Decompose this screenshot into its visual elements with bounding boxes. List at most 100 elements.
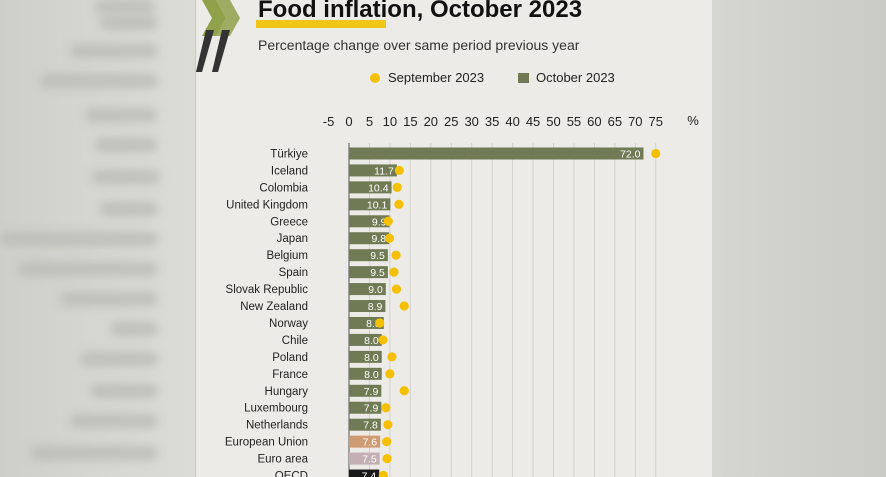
september-dot: [387, 352, 397, 362]
x-tick-label: 0: [345, 114, 352, 129]
blurred-label: [40, 74, 158, 88]
blurred-label: [70, 44, 158, 58]
bar: [349, 300, 386, 313]
bar-value-label: 7.6: [362, 437, 377, 449]
blurred-label: [95, 0, 155, 14]
chart-title: Food inflation, October 2023: [258, 0, 583, 23]
unit-label: %: [687, 113, 699, 128]
category-label: Greece: [270, 216, 308, 228]
x-tick-label: 30: [464, 114, 478, 129]
blurred-label: [95, 138, 157, 152]
bar-value-label: 8.0: [364, 335, 379, 347]
september-dot: [383, 420, 393, 430]
legend-label-september: September 2023: [388, 70, 485, 85]
bar-value-label: 8.9: [368, 301, 383, 313]
september-dot: [378, 470, 388, 477]
x-tick-label: 45: [526, 114, 540, 129]
blurred-label: [110, 322, 158, 336]
bar: [349, 181, 392, 194]
x-tick-label: 65: [608, 114, 622, 129]
category-label: Slovak Republic: [226, 284, 309, 296]
september-dot: [394, 165, 404, 176]
bar: [349, 469, 380, 477]
bar-value-label: 72.0: [620, 148, 641, 160]
x-tick-label: 70: [628, 114, 642, 129]
blurred-label: [30, 446, 158, 460]
bar: [349, 198, 391, 211]
category-label: Luxembourg: [244, 403, 308, 415]
september-dot: [391, 250, 401, 260]
bar: [349, 367, 382, 380]
category-label: France: [272, 369, 308, 381]
blurred-background-left: [0, 0, 195, 477]
x-tick-label: 40: [505, 114, 519, 129]
blurred-label: [18, 262, 158, 276]
bar-value-label: 9.5: [370, 250, 385, 262]
bar-value-label: 8.0: [364, 369, 379, 381]
blurred-label: [100, 202, 158, 216]
september-dot: [391, 284, 402, 294]
bar: [349, 435, 381, 448]
september-dot: [378, 335, 388, 345]
legend-label-october: October 2023: [536, 70, 615, 85]
september-dot: [385, 369, 395, 379]
category-label: Norway: [269, 318, 308, 330]
bar: [349, 215, 390, 228]
bar: [349, 147, 644, 160]
bar-chart: -5 0 5 10 15 20 25 30 35 40 45 50 55 60 65 70 75 % Türkiye…: [225, 113, 699, 477]
bar: [349, 249, 388, 262]
bar-value-label: 9.9: [372, 216, 387, 228]
bar-value-label: 10.1: [367, 199, 388, 211]
x-tick-label: 35: [485, 114, 499, 129]
bar-value-label: 7.5: [362, 454, 377, 466]
bar-value-label: 11.7: [374, 165, 394, 177]
bar-value-label: 9.8: [371, 233, 386, 245]
september-dot: [382, 453, 392, 464]
september-dot: [399, 301, 409, 311]
category-label: OECD: [275, 471, 308, 477]
chart-subtitle: Percentage change over same period previ…: [258, 37, 580, 53]
bar: [349, 384, 382, 397]
category-label: Türkiye: [270, 148, 308, 160]
legend-dot-icon: [370, 73, 380, 83]
blurred-label: [92, 170, 160, 184]
x-tick-label: -5: [323, 114, 335, 129]
september-dot: [375, 318, 385, 328]
september-dot: [651, 148, 661, 159]
september-dot: [394, 199, 404, 209]
x-tick-label: 50: [546, 114, 560, 129]
september-dot: [399, 386, 409, 396]
blurred-label: [0, 232, 158, 246]
category-label: Iceland: [271, 165, 308, 177]
blurred-label: [100, 16, 158, 30]
x-tick-label: 10: [383, 114, 397, 129]
category-label: Hungary: [265, 386, 309, 398]
category-label: Euro area: [257, 454, 308, 466]
bar-value-label: 9.5: [370, 267, 385, 279]
bar: [349, 401, 382, 414]
x-tick-label: 75: [649, 114, 663, 129]
category-label: New Zealand: [240, 301, 308, 313]
bar: [349, 418, 381, 431]
bar: [349, 452, 380, 465]
category-label: Chile: [282, 335, 308, 347]
x-tick-label: 15: [403, 114, 417, 129]
bar: [349, 266, 388, 279]
bar-value-label: 8.0: [364, 352, 379, 364]
september-dot: [384, 233, 395, 243]
bar-value-label: 7.9: [364, 386, 379, 398]
category-label: Belgium: [266, 250, 308, 262]
legend-square-icon: [518, 73, 529, 83]
category-label: United Kingdom: [226, 199, 308, 211]
chart-panel: Food inflation, October 2023 Percentage …: [196, 0, 712, 477]
bar-value-label: 10.4: [368, 182, 389, 194]
category-label: European Union: [225, 437, 308, 449]
bar: [349, 232, 390, 245]
bar: [349, 333, 382, 346]
blurred-background-right: [712, 0, 886, 477]
september-dot: [382, 437, 392, 447]
september-dot: [381, 403, 391, 413]
blurred-label: [60, 292, 158, 306]
bar-value-label: 7.9: [364, 403, 379, 415]
x-tick-label: 60: [587, 114, 601, 129]
